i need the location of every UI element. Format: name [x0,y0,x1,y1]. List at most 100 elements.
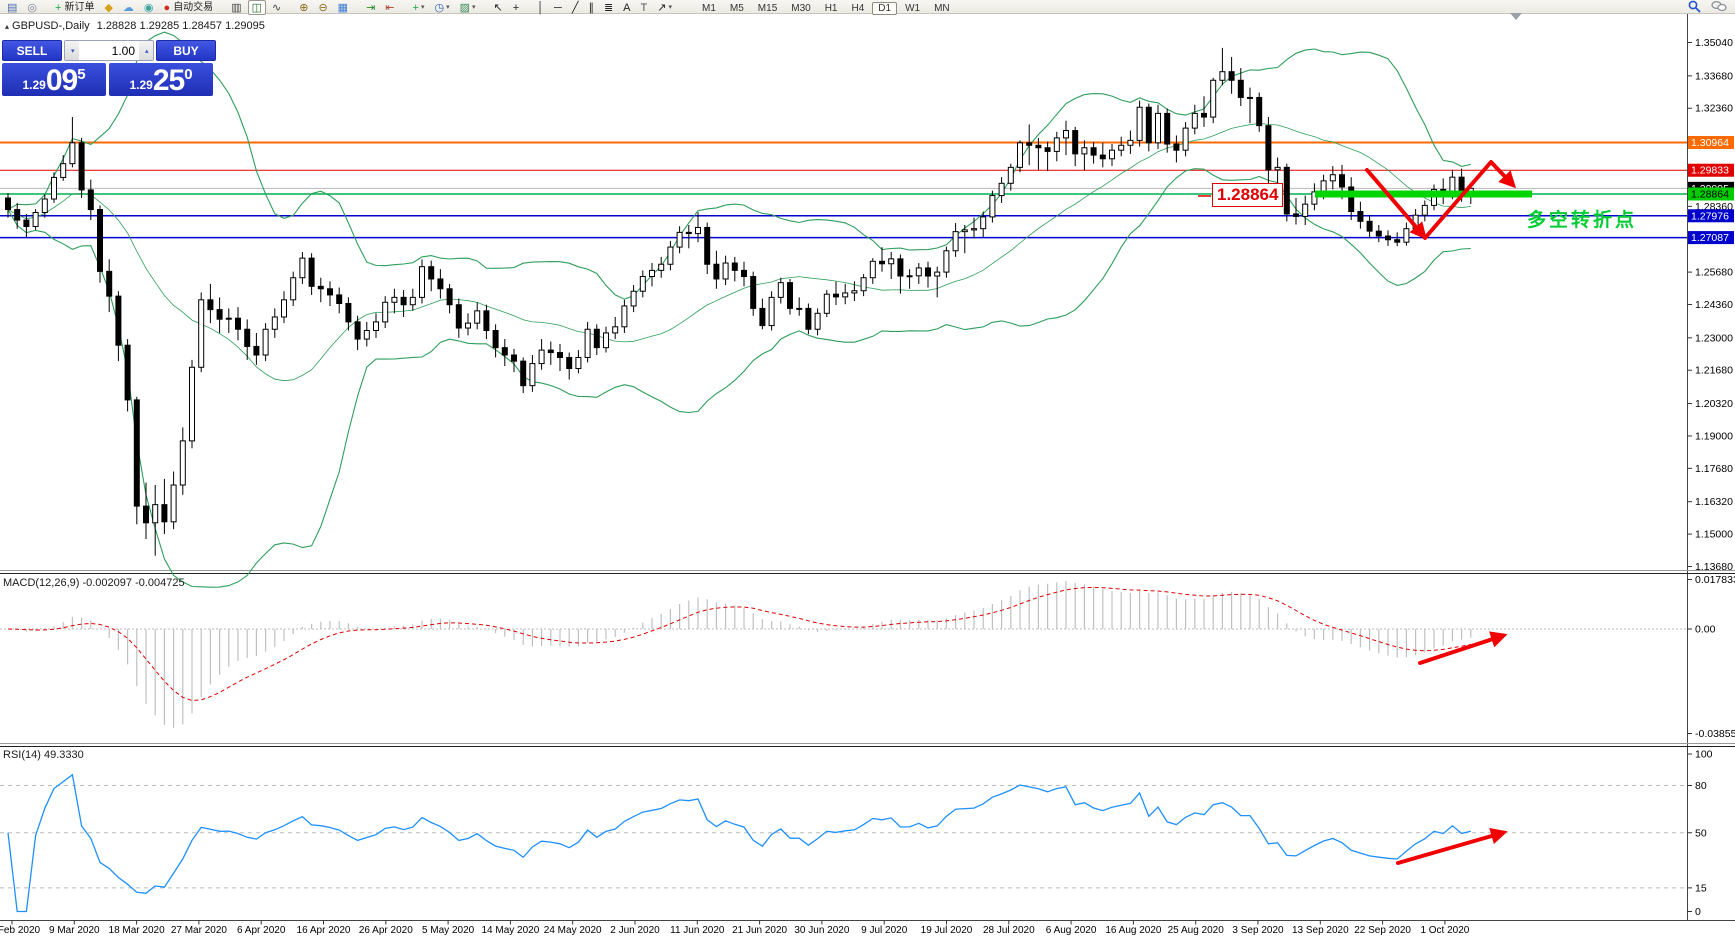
market-watch-button[interactable]: ▤ [3,0,21,15]
new-order-button[interactable]: + 新订单 [51,0,98,15]
candle-body [382,301,389,323]
line-chart-button[interactable]: ∿ [268,0,285,15]
fibonacci-button[interactable]: ≣ [600,0,617,15]
zoom-in-button[interactable]: ⊕ [295,0,312,15]
timeframe-m15-button[interactable]: M15 [757,2,778,14]
community-icon[interactable]: ☁ [119,0,138,15]
candle-body [1247,96,1253,99]
timeframe-d1-button[interactable]: D1 [872,1,898,15]
buy-button[interactable]: BUY [156,40,216,61]
periods-icon: ◷ [434,1,445,14]
crosshair-button[interactable]: + [509,0,523,15]
candle-body [391,296,398,303]
collapse-arrow-icon[interactable]: ▴ [5,22,10,31]
chevron-down-icon[interactable]: ▾ [446,4,450,11]
chart-shift-button[interactable]: ⇤ [381,0,398,15]
line-chart-icon: ∿ [272,1,282,14]
hline-button[interactable]: ─ [550,0,566,15]
periods-button[interactable]: ◷ ▾ [430,0,453,15]
cursor-button[interactable]: ↖ [490,0,507,15]
candle-body [235,317,241,330]
auto-scroll-button[interactable]: ⇥ [362,0,379,15]
autotrading-button[interactable]: ● 自动交易 [160,0,218,15]
candle-body [1219,71,1226,81]
candle-body [538,349,545,365]
volume-increase-button[interactable]: ▴ [139,41,153,60]
candle-body [980,216,987,230]
candle-body [897,258,904,277]
timeframe-m5-button[interactable]: M5 [729,2,744,14]
candle-body [225,317,232,320]
red-up-arrow[interactable] [1423,160,1517,240]
timeframe-w1-button[interactable]: W1 [905,2,921,14]
deposit-icon[interactable]: ◆ [100,0,116,15]
data-window-button[interactable]: ◎ [23,0,41,15]
trendline-button[interactable]: ╱ [568,0,583,15]
timeframe-m1-button[interactable]: M1 [701,2,716,14]
candle-body [833,293,839,298]
bollinger-upper-band [7,31,1471,300]
text-button[interactable]: A [619,0,634,15]
candle-body [1109,149,1115,160]
rsi-axis-label: 80 [1695,780,1707,792]
indicators-button[interactable]: + ▾ [409,0,429,15]
text-icon: A [623,1,631,14]
candle-body [1007,166,1014,184]
templates-button[interactable]: ▨ ▾ [456,0,480,15]
timeframe-h4-button[interactable]: H4 [851,2,865,14]
timeframe-h1-button[interactable]: H1 [824,2,838,14]
timeframe-mn-button[interactable]: MN [934,2,950,14]
hline-icon: ─ [554,1,562,14]
tile-windows-button[interactable]: ▦ [334,0,352,15]
candle-body [814,312,821,330]
candle-body [216,309,223,320]
candlestick-chart-button[interactable]: ◫ [247,0,266,15]
date-label: 24 May 2020 [544,925,602,936]
candle-body [704,226,711,265]
chevron-down-icon[interactable]: ▾ [668,4,672,11]
candle-body [106,270,113,297]
market-watch-icon: ▤ [7,1,18,14]
autotrading-icon: ● [163,1,171,14]
price-tick-label: 1.35040 [1695,37,1733,49]
label-button[interactable]: T [637,0,652,15]
sell-price-big: 09 [45,64,78,97]
candle-body [1127,139,1134,146]
signals-icon[interactable]: ◉ [140,0,158,15]
price-annotation-flag[interactable]: 1.28864 [1212,183,1284,207]
timeframe-m30-button[interactable]: M30 [791,2,811,14]
chevron-down-icon[interactable]: ▾ [471,4,476,11]
chevron-down-icon[interactable]: ▾ [420,4,425,11]
candle-body [998,182,1005,197]
shapes-button[interactable]: ↗ ▾ [653,0,676,15]
candle-body [925,267,931,277]
channel-button[interactable]: ∥ [584,0,598,15]
candle-body [1026,142,1033,146]
candle-body [805,307,812,330]
rsi-red-arrow[interactable] [1396,827,1508,865]
volume-input[interactable] [79,41,139,60]
buy-price-button[interactable]: 1.29 25 0 [109,63,213,96]
support-band-annotation[interactable] [1315,190,1532,198]
search-icon[interactable] [1688,0,1701,13]
vline-button[interactable]: │ [533,0,548,15]
turning-point-annotation[interactable]: 多空转折点 [1527,210,1638,231]
bar-chart-button[interactable]: ▥ [227,0,245,15]
macd-red-arrow[interactable] [1418,631,1508,665]
rsi-axis-label: 100 [1695,749,1713,761]
chat-icon[interactable] [1711,0,1727,13]
trendline-icon: ╱ [571,1,579,14]
candle-body [409,296,416,306]
price-line-label-text: 1.27976 [1691,210,1729,222]
data-window-icon: ◎ [27,1,38,14]
candle-body [1017,142,1023,168]
candle-body [842,292,849,298]
volume-decrease-button[interactable]: ▾ [65,41,79,60]
sell-price-button[interactable]: 1.29 09 5 [2,63,106,96]
candle-body [244,328,251,347]
red-down-arrow[interactable] [1365,168,1427,240]
crosshair-icon: + [512,1,520,14]
sell-button[interactable]: SELL [2,40,62,61]
zoom-out-button[interactable]: ⊖ [314,0,331,15]
